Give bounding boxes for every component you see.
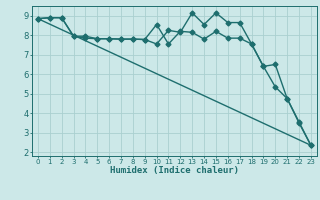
X-axis label: Humidex (Indice chaleur): Humidex (Indice chaleur)	[110, 166, 239, 175]
